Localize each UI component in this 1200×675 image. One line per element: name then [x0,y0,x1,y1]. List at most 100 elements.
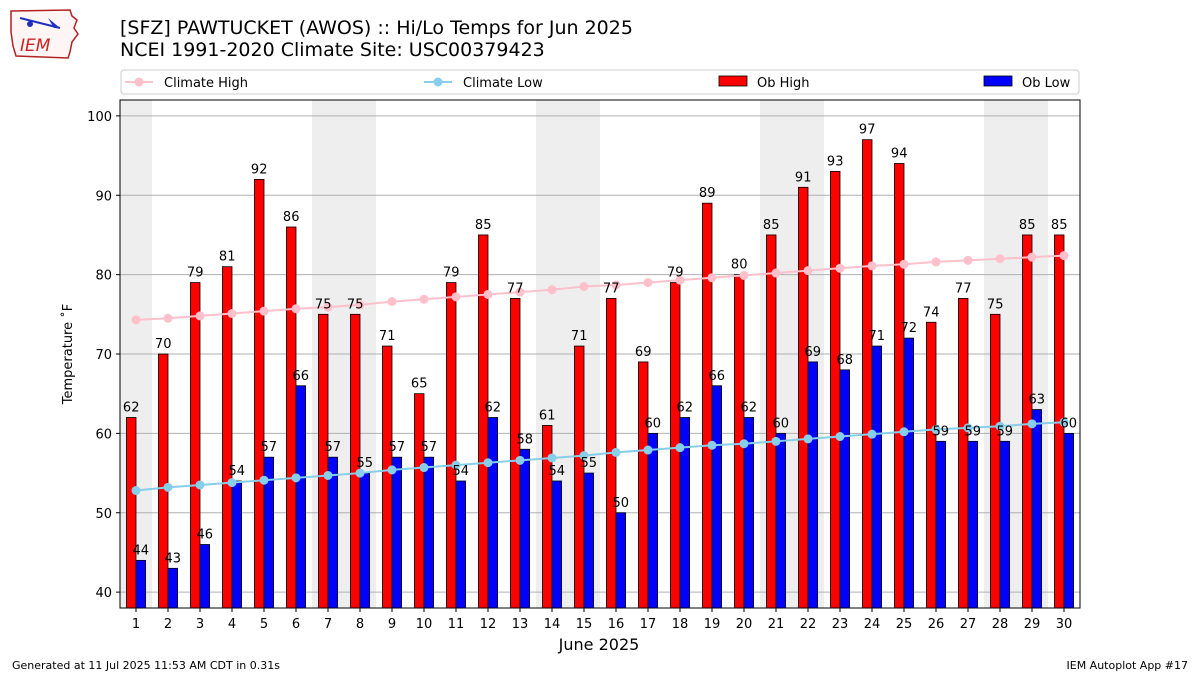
bar-ob-high-day-4 [221,266,233,609]
label-ob-low-day-21: 60 [773,416,790,431]
climate-low-point-day-1 [131,486,141,496]
label-ob-high-day-3: 79 [187,266,204,281]
label-ob-high-day-10: 65 [411,377,428,392]
logo-text: IEM [20,36,51,56]
label-ob-high-day-29: 85 [1019,218,1036,233]
bar-ob-low-day-10 [423,456,435,609]
climate-high-point-day-15 [579,282,589,292]
xtick-label-30: 30 [1056,617,1073,632]
label-ob-low-day-18: 62 [677,401,694,416]
label-ob-high-day-14: 61 [539,408,556,423]
label-ob-low-day-12: 62 [485,401,502,416]
climate-high-point-day-17 [643,278,653,288]
xtick-label-10: 10 [416,617,433,632]
xtick-label-23: 23 [832,617,849,632]
label-ob-high-day-23: 93 [827,154,844,169]
label-ob-high-day-28: 75 [987,297,1004,312]
xtick-label-29: 29 [1024,617,1041,632]
xtick-label-11: 11 [448,617,465,632]
label-ob-low-day-7: 57 [325,440,342,455]
bar-ob-low-day-25 [903,337,915,609]
bar-ob-low-day-21 [775,432,787,609]
label-ob-low-day-28: 59 [997,424,1014,439]
bar-ob-low-day-3 [199,544,211,609]
xtick-label-21: 21 [768,617,785,632]
label-ob-high-day-11: 79 [443,266,460,281]
label-ob-low-day-5: 57 [261,440,278,455]
climate-high-point-day-19 [707,273,717,283]
ytick-label-80: 80 [95,269,112,284]
bar-ob-low-day-22 [807,361,819,609]
bar-ob-high-day-24 [862,139,873,609]
label-ob-low-day-2: 43 [165,551,182,566]
bar-ob-low-day-23 [839,369,851,609]
label-ob-low-day-20: 62 [741,401,758,416]
bar-ob-low-day-27 [967,440,979,609]
bar-ob-high-day-28 [990,313,1001,609]
label-ob-low-day-15: 55 [581,456,598,471]
climate-low-point-day-15 [579,451,589,461]
label-ob-low-day-26: 59 [933,424,950,439]
bar-ob-high-day-14 [542,425,553,609]
bar-ob-high-day-13 [509,298,521,609]
legend-box [120,69,1080,95]
label-ob-high-day-18: 79 [667,266,684,281]
bar-ob-low-day-19 [711,385,723,609]
xtick-label-9: 9 [388,617,396,632]
climate-lines [131,251,1069,496]
label-ob-high-day-30: 85 [1051,218,1068,233]
climate-low-point-day-8 [355,468,365,478]
xtick-label-27: 27 [960,617,977,632]
climate-low-point-day-18 [675,443,685,453]
bar-ob-low-day-14 [551,480,563,609]
climate-low-point-day-2 [163,482,173,492]
ytick-label-100: 100 [87,110,112,125]
ytick-label-50: 50 [95,507,112,522]
xtick-label-17: 17 [640,617,657,632]
climate-high-point-day-7 [323,302,333,312]
climate-high-point-day-1 [131,315,141,325]
bar-ob-low-day-30 [1063,432,1075,609]
climate-low-point-day-23 [835,432,845,442]
bar-ob-high-day-17 [638,361,649,609]
climate-low-point-day-4 [227,478,237,488]
climate-low-point-day-9 [387,465,397,475]
label-ob-high-day-22: 91 [795,170,812,185]
label-ob-high-day-13: 77 [507,281,524,296]
climate-low-point-day-30 [1059,417,1069,427]
label-ob-high-day-25: 94 [891,147,908,162]
bar-ob-low-day-12 [487,417,499,609]
label-ob-low-day-24: 71 [869,329,886,344]
bar-ob-high-day-9 [381,345,393,609]
climate-low-point-day-19 [707,440,717,450]
label-ob-low-day-27: 59 [965,424,982,439]
bar-ob-low-day-2 [167,567,179,609]
bar-ob-high-day-22 [798,186,809,609]
xtick-label-12: 12 [480,617,497,632]
label-ob-low-day-9: 57 [389,440,406,455]
xtick-label-14: 14 [544,617,561,632]
climate-low-point-day-10 [419,463,429,473]
xtick-label-25: 25 [896,617,913,632]
bar-ob-high-day-27 [958,298,969,609]
bar-ob-high-day-26 [926,321,937,609]
label-ob-low-day-6: 66 [293,369,310,384]
xtick-label-24: 24 [864,617,881,632]
label-ob-low-day-4: 54 [229,464,246,479]
climate-high-point-day-29 [1027,252,1037,262]
climate-low-point-day-28 [995,421,1005,431]
climate-high-point-day-12 [483,289,493,299]
label-ob-high-day-19: 89 [699,186,716,201]
legend: Climate High Climate Low Ob High Ob Low [120,69,1080,95]
legend-climate-low-marker [433,77,443,87]
xtick-label-3: 3 [196,617,204,632]
bar-ob-low-day-9 [391,456,403,609]
y-axis-label: Temperature ˚F [60,304,76,405]
xtick-label-2: 2 [164,617,172,632]
climate-high-point-day-4 [227,309,237,319]
climate-low-point-day-22 [803,434,813,444]
footer-app: IEM Autoplot App #17 [1066,659,1189,672]
climate-high-point-day-23 [835,263,845,273]
bar-ob-high-day-5 [253,178,265,609]
